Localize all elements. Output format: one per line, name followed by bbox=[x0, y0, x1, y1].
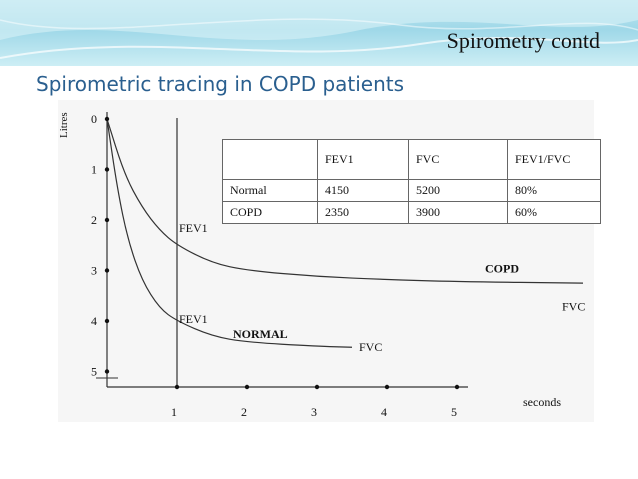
y-tick-dot bbox=[104, 217, 110, 223]
slide-title: Spirometry contd bbox=[446, 28, 600, 53]
x-tick-dot bbox=[384, 384, 390, 390]
spirometry-table: FEV1 FVC FEV1/FVC Normal 4150 5200 80% C… bbox=[222, 139, 601, 224]
x-tick-dot bbox=[174, 384, 180, 390]
chart-tick-layer: 0 1 2 3 4 5 1 2 3 4 5 bbox=[91, 112, 460, 419]
table-row: Normal 4150 5200 80% bbox=[222, 179, 601, 202]
x-tick-label: 3 bbox=[311, 405, 317, 419]
table-header-row: FEV1 FVC FEV1/FVC bbox=[222, 139, 601, 180]
table-cell: 80% bbox=[507, 179, 601, 202]
y-tick-label: 1 bbox=[91, 163, 97, 177]
table-cell: 4150 bbox=[317, 179, 409, 202]
table-header-cell: FEV1 bbox=[317, 139, 409, 180]
x-tick-label: 1 bbox=[171, 405, 177, 419]
chart-annotation: FEV1 bbox=[179, 312, 208, 326]
table-cell: COPD bbox=[222, 201, 318, 224]
chart-annotation: NORMAL bbox=[233, 327, 288, 341]
y-tick-dot bbox=[104, 318, 110, 324]
y-tick-label: 4 bbox=[91, 314, 97, 328]
x-tick-label: 4 bbox=[381, 405, 387, 419]
y-tick-label: 5 bbox=[91, 365, 97, 379]
x-axis-label: seconds bbox=[523, 395, 561, 409]
y-axis-label: Litres bbox=[58, 112, 70, 138]
table-header-cell: FVC bbox=[408, 139, 508, 180]
table-cell: 60% bbox=[507, 201, 601, 224]
series-line-copd bbox=[106, 118, 584, 284]
table-cell: 3900 bbox=[408, 201, 508, 224]
slide-subtitle: Spirometric tracing in COPD patients bbox=[36, 72, 405, 96]
table-cell: 2350 bbox=[317, 201, 409, 224]
chart-axes bbox=[96, 112, 468, 388]
y-tick-label: 3 bbox=[91, 264, 97, 278]
x-tick-label: 2 bbox=[241, 405, 247, 419]
chart-series-layer bbox=[106, 118, 584, 348]
y-tick-dot bbox=[104, 268, 110, 273]
y-tick-dot bbox=[104, 369, 110, 374]
series-line-normal bbox=[106, 118, 353, 348]
x-tick-dot bbox=[314, 384, 320, 390]
chart-annotation: COPD bbox=[485, 262, 519, 276]
header-band: Spirometry contd bbox=[0, 0, 638, 66]
x-tick-label: 5 bbox=[451, 405, 457, 419]
chart-annotation-layer: FEV1 FEV1 COPD FVC NORMAL FVC bbox=[179, 221, 585, 354]
y-tick-dot bbox=[104, 116, 110, 122]
chart-annotation: FEV1 bbox=[179, 221, 208, 235]
table-header-cell: FEV1/FVC bbox=[507, 139, 601, 180]
x-tick-dot bbox=[454, 384, 460, 390]
chart-annotation: FVC bbox=[562, 299, 585, 313]
table-cell: 5200 bbox=[408, 179, 508, 202]
y-tick-label: 2 bbox=[91, 213, 97, 227]
y-tick-label: 0 bbox=[91, 112, 97, 126]
x-tick-dot bbox=[244, 384, 250, 390]
header-wave-decoration bbox=[0, 0, 638, 59]
table-row: COPD 2350 3900 60% bbox=[222, 201, 601, 224]
table-cell: Normal bbox=[222, 179, 318, 202]
y-tick-dot bbox=[104, 167, 110, 172]
table-header-cell bbox=[222, 139, 318, 180]
chart-annotation: FVC bbox=[359, 340, 382, 354]
